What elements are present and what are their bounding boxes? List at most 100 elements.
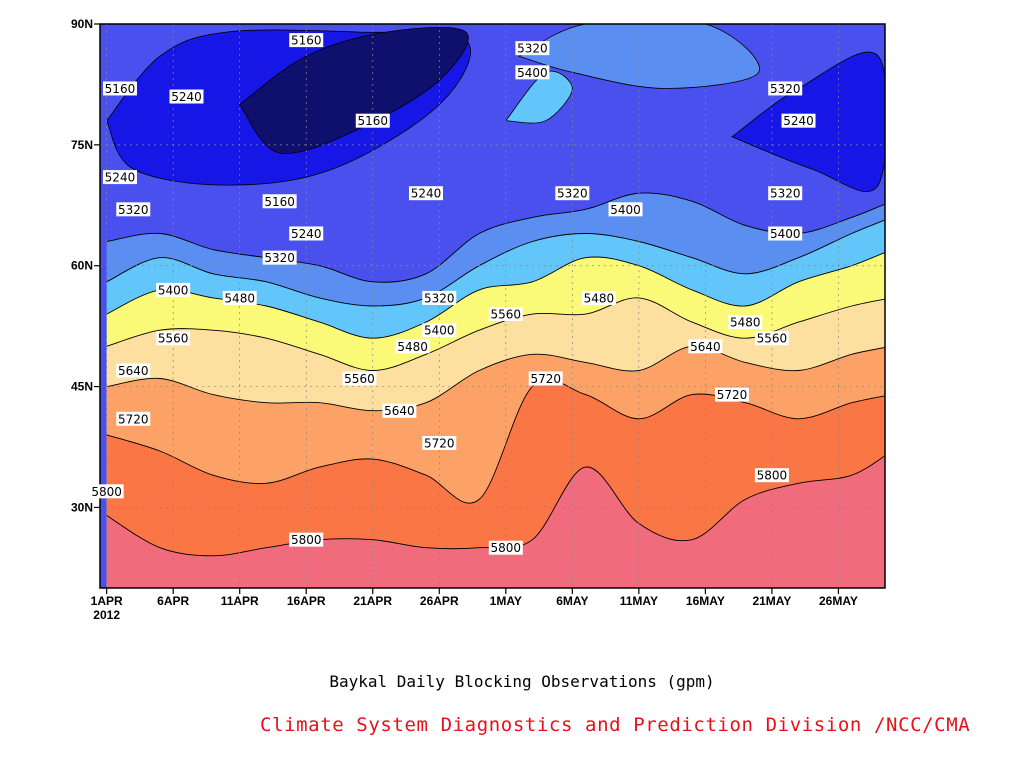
contour-label-text: 5240 [171,90,202,104]
contour-label-text: 5640 [118,364,149,378]
contour-label-box [395,339,430,354]
contour-label: 5720 [714,387,749,402]
x-tick-label: 26MAY [819,594,858,608]
contour-label-box [116,202,151,217]
contour-label-text: 5480 [224,291,255,305]
contour-label-box [382,403,417,418]
contour-label-box [408,186,443,201]
contour-label: 5320 [555,186,590,201]
contour-label: 5720 [422,435,457,450]
axis-ticks: 1APR 6APR 11APR 16APR 21APR 26APR 1MAY 6MAY 11MA… [71,17,858,622]
contour-label: 5400 [422,323,457,338]
contour-label: 5800 [488,540,523,555]
contour-label-box [422,290,457,305]
contour-label-box [768,186,803,201]
contour-label-text: 5480 [397,340,428,354]
contour-label-box [355,113,390,128]
contour-label-box [116,363,151,378]
x-tick-label: 1MAY [490,594,522,608]
contour-label-box [528,371,563,386]
contour-label-box [169,89,204,104]
fill-blob-4 [517,24,760,89]
contour-label: 5800 [754,468,789,483]
contour-label-box [781,113,816,128]
contour-line-5640 [106,345,885,412]
contour-label-box [515,41,550,56]
contour-label: 5400 [608,202,643,217]
contour-label: 5400 [768,226,803,241]
fill-blob-1 [239,27,469,154]
x-tick-label: 6MAY [556,594,588,608]
contour-label-text: 5160 [105,82,136,96]
contour-label: 5320 [515,41,550,56]
contour-label-box [289,532,324,547]
contour-label: 5400 [156,282,191,297]
x-tick-label: 11APR [221,594,259,608]
x-tick-label: 16APR [287,594,326,608]
y-tick-label: 45N [71,380,93,394]
contour-label-text: 5320 [557,187,588,201]
contour-label-box [688,339,723,354]
x-tick-label: 26APR [420,594,459,608]
contour-label-text: 5320 [118,203,149,217]
contour-label: 5160 [262,194,297,209]
contour-label: 5640 [382,403,417,418]
contour-label-text: 5400 [610,203,641,217]
contour-label-text: 5160 [291,34,322,48]
contour-label: 5240 [169,89,204,104]
contour-fills [100,24,885,588]
contour-label-box [555,186,590,201]
contour-label-text: 5240 [291,227,322,241]
x-tick-label: 21MAY [752,594,791,608]
contour-label-box [714,387,749,402]
y-tick-label: 30N [71,500,93,514]
credit-text: Climate System Diagnostics and Predictio… [260,714,971,736]
contour-label: 5480 [222,290,257,305]
contour-label: 5560 [156,331,191,346]
contour-label-text: 5320 [517,42,548,56]
contour-label-text: 5560 [757,332,788,346]
contour-label-text: 5320 [424,291,455,305]
contour-label-text: 5560 [344,372,375,386]
contour-label-box [608,202,643,217]
contour-label-box [515,65,550,80]
y-tick-label: 60N [71,259,93,273]
contour-label-box [102,170,137,185]
plot-frame [99,23,886,589]
contour-label-box [754,331,789,346]
contour-label-text: 5320 [770,187,801,201]
x-year-label: 2012 [93,608,120,622]
contour-label: 5240 [408,186,443,201]
contour-label-text: 5560 [158,332,189,346]
contour-label-box [342,371,377,386]
contour-label-text: 5800 [491,541,522,555]
contour-label-text: 5800 [91,485,122,499]
contour-label: 5640 [688,339,723,354]
y-tick-label: 75N [71,138,93,152]
contour-label-box [754,468,789,483]
contour-label-box [422,435,457,450]
contour-label-text: 5400 [158,283,189,297]
contour-label-box [262,250,297,265]
contour-label: 5160 [355,113,390,128]
contour-label-text: 5240 [783,114,814,128]
contour-label: 5480 [581,290,616,305]
fill-blob-3 [504,70,573,124]
contour-label: 5560 [488,307,523,322]
contour-label-box [728,315,763,330]
contour-label: 5800 [89,484,124,499]
contour-line-5720 [106,379,885,504]
contour-label: 5160 [102,81,137,96]
contour-label: 5720 [528,371,563,386]
contour-label-box [289,33,324,48]
contour-label: 5320 [768,81,803,96]
contour-label: 5320 [768,186,803,201]
contour-label: 5240 [289,226,324,241]
x-tick-label: 1APR [91,594,123,608]
contour-label-text: 5720 [530,372,561,386]
contour-label: 5160 [289,33,324,48]
contour-label-text: 5240 [105,171,136,185]
contour-label: 5240 [102,170,137,185]
contour-label: 5640 [116,363,151,378]
